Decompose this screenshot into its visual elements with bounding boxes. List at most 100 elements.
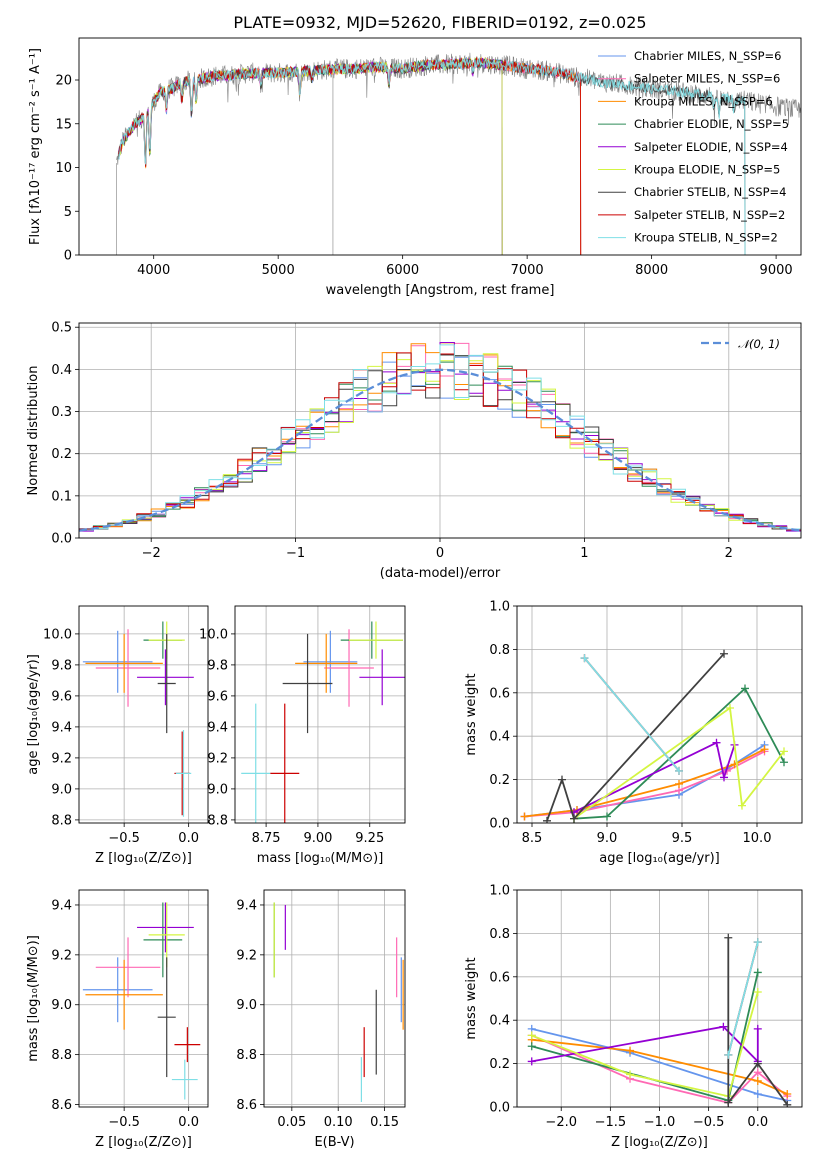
y-tick-label: 9.0: [51, 998, 72, 1013]
data-point-errorbar: [95, 629, 161, 707]
weight-marker: [724, 933, 733, 942]
weight-series-line: [531, 1028, 788, 1102]
y-tick-label: 0.4: [489, 730, 510, 745]
x-tick-label: 0.10: [324, 1115, 353, 1130]
x-tick-label: 2: [725, 546, 733, 561]
x-tick-label: −2.0: [545, 1115, 577, 1130]
plot-area-residuals: [79, 342, 801, 532]
x-tick-label: 9000: [760, 263, 793, 278]
weight-marker: [780, 758, 788, 767]
weight-marker: [527, 1042, 536, 1051]
model-spectrum-line: [118, 57, 582, 255]
x-tick-label: 8.75: [252, 831, 281, 846]
y-tick-label: 9.6: [207, 689, 228, 704]
weight-marker: [712, 738, 721, 747]
y-tick-label: 9.4: [51, 898, 72, 913]
y-tick-label: 0.1: [51, 489, 72, 504]
plot-area-mass_vs_ebv: [273, 902, 404, 1103]
x-axis-label: Z [log₁₀(Z/Z⊙)]: [611, 1135, 708, 1150]
legend-entry-label: Kroupa STELIB, N_SSP=2: [634, 231, 778, 245]
axes-frame: [78, 37, 802, 256]
y-tick-label: 10.0: [199, 627, 228, 642]
y-tick-label: 9.4: [51, 720, 72, 735]
axes-frame: [78, 322, 802, 539]
x-tick-label: −0.5: [108, 831, 140, 846]
y-tick-label: 0.4: [489, 1014, 510, 1029]
weight-series-line: [573, 687, 785, 820]
x-tick-label: 8000: [635, 263, 668, 278]
x-tick-label: 0.05: [277, 1115, 306, 1130]
model-spectrum-line: [118, 57, 582, 255]
weight-marker: [760, 745, 769, 754]
weight-marker: [527, 1057, 536, 1066]
weight-marker: [580, 654, 589, 663]
weight-series-line: [727, 941, 759, 1056]
axes-frame: [78, 605, 209, 824]
residual-histogram: [79, 344, 801, 531]
model-spectrum-line: [118, 57, 746, 255]
x-tick-label: 9.5: [672, 831, 693, 846]
x-tick-label: −2: [142, 546, 161, 561]
y-tick-label: 0.6: [489, 686, 510, 701]
data-point-errorbar: [349, 621, 403, 659]
y-tick-label: 9.2: [236, 948, 257, 963]
weight-marker: [719, 1022, 728, 1031]
x-tick-label: −0.5: [108, 1115, 140, 1130]
weight-marker: [720, 649, 728, 658]
y-tick-label: 5: [64, 205, 72, 220]
data-point-errorbar: [174, 1027, 201, 1063]
y-tick-label: 0.0: [489, 817, 510, 832]
x-tick-label: 0.0: [178, 1115, 199, 1130]
axes-frame: [516, 605, 803, 824]
data-point-errorbar: [82, 957, 153, 1023]
panel-weight_vs_Z: −2.0 −1.5 −1.0 −0.5 0.0 0.0 0.2 0.4 0.6 0.8 1.0 Z […: [464, 884, 803, 1150]
weight-marker: [543, 816, 551, 823]
weight-marker: [783, 1100, 792, 1107]
weight-marker: [753, 1068, 762, 1077]
panel-mass_vs_ebv: 0.05 0.10 0.15 8.6 8.8 9.0 9.2 9.4 E(B-V): [236, 889, 406, 1150]
y-tick-label: 9.4: [236, 898, 257, 913]
x-tick-label: −1.0: [644, 1115, 676, 1130]
data-point-errorbar: [85, 633, 163, 693]
weight-marker: [753, 1024, 762, 1033]
y-axis-label: mass weight: [464, 673, 479, 755]
legend-entry-label: Chabrier STELIB, N_SSP=4: [634, 185, 786, 199]
panel-mass_vs_Z: −0.5 0.0 8.6 8.8 9.0 9.2 9.4 Z [log₁₀(Z/Z⊙)] mas…: [26, 889, 209, 1150]
plot-area-age_vs_mass: [241, 621, 405, 823]
y-tick-label: 0.8: [489, 643, 510, 658]
weight-marker: [720, 773, 728, 782]
weight-marker: [753, 938, 762, 947]
data-point-errorbar: [148, 902, 185, 968]
weight-marker: [724, 1050, 733, 1059]
data-point-errorbar: [85, 959, 163, 1030]
weight-marker: [753, 968, 762, 977]
y-tick-label: 0.0: [489, 1101, 510, 1116]
y-tick-label: 0.0: [51, 532, 72, 547]
y-tick-label: 9.2: [207, 751, 228, 766]
legend-entry-label: 𝒩(0, 1): [738, 337, 780, 351]
x-tick-label: 0: [436, 546, 444, 561]
y-tick-label: 0.6: [489, 970, 510, 985]
y-tick-label: 10: [55, 161, 72, 176]
weight-marker: [780, 747, 788, 756]
x-axis-label: age [log₁₀(age/yr)]: [599, 851, 720, 866]
y-tick-label: 1.0: [489, 600, 510, 615]
x-tick-label: −1.5: [595, 1115, 627, 1130]
y-tick-label: 20: [55, 74, 72, 89]
weight-marker: [738, 801, 746, 810]
weight-marker: [626, 1046, 635, 1055]
y-tick-label: 0.2: [51, 447, 72, 462]
y-tick-label: 9.6: [51, 689, 72, 704]
data-point-errorbar: [241, 703, 271, 823]
y-tick-label: 8.8: [51, 813, 72, 828]
y-tick-label: 1.0: [489, 884, 510, 899]
weight-marker: [675, 779, 683, 788]
data-point-errorbar: [95, 937, 161, 998]
x-axis-label: (data-model)/error: [380, 566, 501, 581]
y-tick-label: 9.8: [207, 658, 228, 673]
x-tick-label: 4000: [137, 263, 170, 278]
x-axis-label: E(B-V): [314, 1135, 354, 1150]
panel-age_vs_mass: 8.75 9.00 9.25 8.8 9.0 9.2 9.4 9.6 9.8 10.0 mass […: [199, 605, 406, 866]
y-axis-label: age [log₁₀(age/yr)]: [26, 654, 41, 775]
